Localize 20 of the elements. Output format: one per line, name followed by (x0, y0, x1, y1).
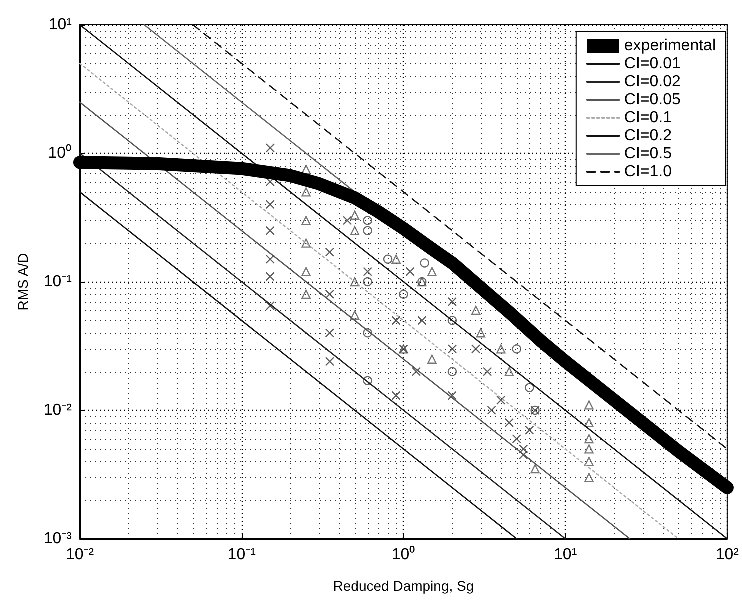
y-tick-label: 10¹ (48, 16, 72, 34)
legend-label: CI=1.0 (624, 164, 672, 180)
x-tick-label: 10¹ (554, 546, 578, 564)
legend-label: experimental (624, 38, 716, 54)
y-tick-label: 10⁻³ (44, 530, 73, 548)
y-tick-label: 10⁻² (44, 402, 73, 419)
x-tick-label: 10⁰ (392, 546, 416, 564)
legend-label: CI=0.02 (624, 74, 681, 90)
legend-label: CI=0.1 (624, 110, 672, 126)
x-axis-title: Reduced Damping, Sg (333, 578, 474, 594)
legend-label: CI=0.2 (624, 128, 672, 144)
legend-label: CI=0.05 (624, 92, 681, 108)
y-tick-label: 10⁰ (48, 144, 72, 162)
x-tick-label: 10⁻² (66, 546, 95, 564)
legend-label: CI=0.01 (624, 56, 681, 72)
y-tick-label: 10⁻¹ (44, 274, 72, 290)
legend-label: CI=0.5 (624, 146, 672, 162)
x-tick-label: 10² (716, 546, 740, 564)
x-tick-label: 10⁻¹ (228, 546, 256, 564)
y-axis-title: RMS A/D (15, 253, 31, 311)
